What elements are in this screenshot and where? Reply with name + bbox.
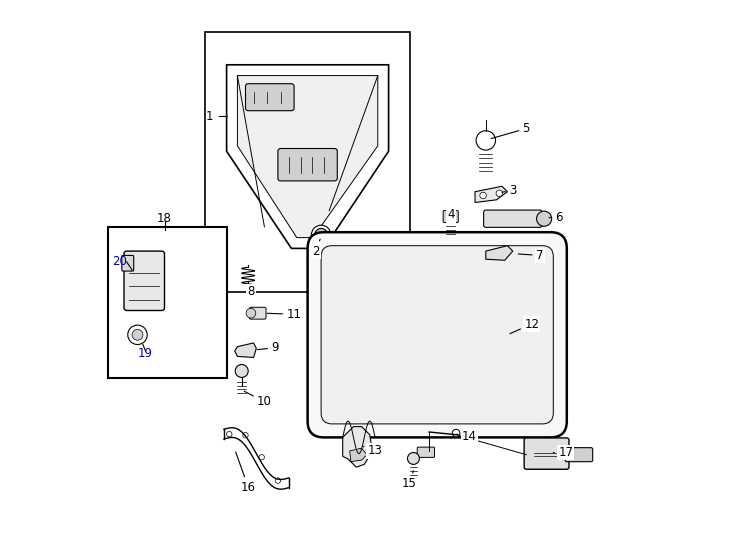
Polygon shape <box>486 246 513 260</box>
FancyBboxPatch shape <box>443 211 458 222</box>
Circle shape <box>480 192 487 199</box>
Text: 5: 5 <box>491 122 530 139</box>
Text: 19: 19 <box>138 347 153 360</box>
Polygon shape <box>475 186 507 202</box>
Text: 10: 10 <box>244 391 272 408</box>
Text: 1: 1 <box>206 110 213 123</box>
Circle shape <box>476 131 495 150</box>
Text: 8: 8 <box>247 282 255 298</box>
Text: 16: 16 <box>236 452 255 494</box>
Text: 3: 3 <box>502 184 517 197</box>
Circle shape <box>496 190 503 197</box>
Text: 7: 7 <box>518 249 544 262</box>
Circle shape <box>259 455 264 460</box>
Text: 20: 20 <box>112 255 127 268</box>
Bar <box>108 227 227 378</box>
Text: 15: 15 <box>401 471 417 490</box>
Circle shape <box>452 429 460 437</box>
FancyBboxPatch shape <box>308 232 567 437</box>
Circle shape <box>246 308 255 318</box>
Circle shape <box>407 453 419 464</box>
FancyBboxPatch shape <box>278 148 338 181</box>
Text: 2: 2 <box>312 239 320 258</box>
FancyBboxPatch shape <box>524 438 569 469</box>
Text: 17: 17 <box>553 446 573 459</box>
Polygon shape <box>227 65 388 248</box>
FancyBboxPatch shape <box>122 255 134 271</box>
FancyBboxPatch shape <box>321 246 553 424</box>
Circle shape <box>537 211 552 226</box>
Text: 4: 4 <box>447 208 454 221</box>
Text: 18: 18 <box>157 212 172 225</box>
Text: 12: 12 <box>510 318 539 334</box>
FancyBboxPatch shape <box>245 84 294 111</box>
FancyBboxPatch shape <box>250 307 266 319</box>
Polygon shape <box>237 76 378 238</box>
Circle shape <box>128 325 148 345</box>
Text: 14: 14 <box>457 430 477 443</box>
Circle shape <box>235 364 248 377</box>
FancyBboxPatch shape <box>124 251 164 310</box>
Bar <box>205 32 410 292</box>
Circle shape <box>315 228 327 241</box>
Text: 6: 6 <box>549 211 562 224</box>
Circle shape <box>243 433 248 438</box>
FancyBboxPatch shape <box>417 447 435 457</box>
Polygon shape <box>235 343 256 357</box>
Text: 13: 13 <box>363 444 382 457</box>
Polygon shape <box>343 427 372 467</box>
FancyBboxPatch shape <box>565 448 593 462</box>
Circle shape <box>132 329 143 340</box>
FancyBboxPatch shape <box>484 210 542 227</box>
Text: 9: 9 <box>258 341 279 354</box>
Circle shape <box>275 478 280 483</box>
Text: 11: 11 <box>267 308 302 321</box>
Circle shape <box>227 431 232 437</box>
Polygon shape <box>349 448 367 462</box>
Circle shape <box>311 225 331 245</box>
